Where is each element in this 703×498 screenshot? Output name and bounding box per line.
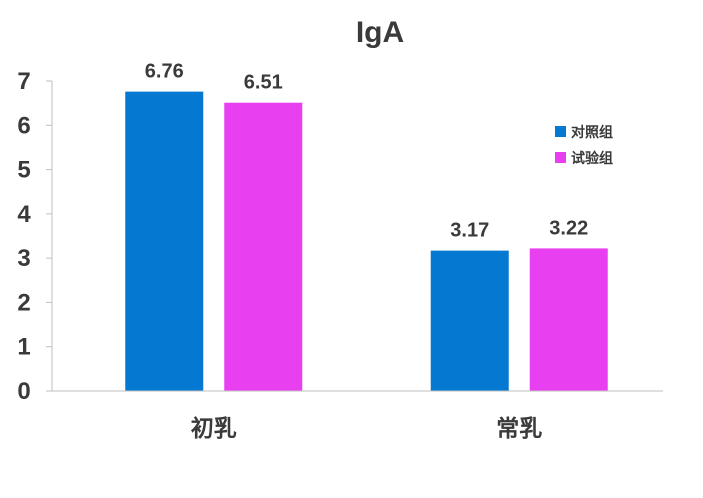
y-tick-label: 3 xyxy=(17,245,30,272)
y-tick-label: 1 xyxy=(17,334,30,361)
bar-control-2 xyxy=(430,250,509,391)
x-axis: 初乳 常乳 xyxy=(52,390,663,441)
y-tick-label: 4 xyxy=(17,201,31,228)
y-tick-label: 7 xyxy=(17,68,30,95)
bar-test-2 xyxy=(529,248,608,391)
y-tick-label: 5 xyxy=(17,157,30,184)
data-label: 3.17 xyxy=(450,220,489,242)
y-tick-label: 0 xyxy=(17,378,30,405)
data-label: 6.51 xyxy=(244,72,283,94)
legend-label: 对照组 xyxy=(571,124,613,140)
legend-swatch xyxy=(555,126,566,137)
y-tick-label: 6 xyxy=(17,112,30,139)
x-tick-label: 初乳 xyxy=(191,415,237,441)
bars xyxy=(125,91,608,391)
bar-control-1 xyxy=(125,91,204,391)
chart-title: IgA xyxy=(356,16,404,49)
bar-test-1 xyxy=(224,102,303,391)
data-label: 3.22 xyxy=(549,217,588,239)
legend-swatch xyxy=(555,152,566,163)
legend-label: 试验组 xyxy=(571,150,613,166)
x-tick-label: 常乳 xyxy=(496,415,542,441)
data-label: 6.76 xyxy=(145,61,184,83)
y-axis: 0 1 2 3 4 5 6 7 xyxy=(17,68,53,405)
y-tick-label: 2 xyxy=(17,289,30,316)
data-labels: 6.76 6.51 3.17 3.22 xyxy=(145,61,588,242)
